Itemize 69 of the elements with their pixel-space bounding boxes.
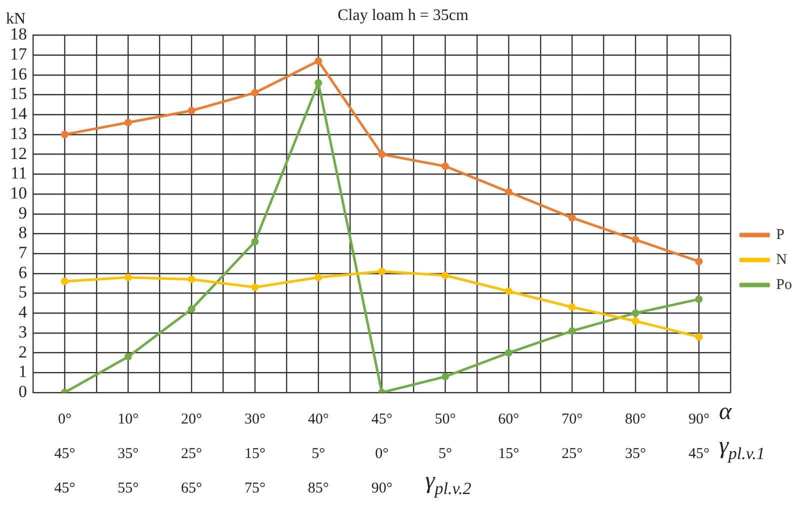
y-tick-label: 0 xyxy=(18,382,27,401)
y-tick-label: 12 xyxy=(10,144,27,163)
point xyxy=(251,238,259,246)
category-label: 90° 45° xyxy=(688,412,710,462)
chart-title: Clay loam h = 35cm xyxy=(338,6,469,24)
point xyxy=(695,258,703,266)
point xyxy=(314,274,322,282)
y-tick-label: 7 xyxy=(18,243,28,262)
category-label: 50° 5° xyxy=(434,412,456,462)
point xyxy=(188,305,196,313)
legend-label: P xyxy=(776,226,784,243)
point xyxy=(504,349,512,357)
y-tick-label: 9 xyxy=(18,203,27,222)
y-tick-label: 5 xyxy=(18,282,27,302)
point xyxy=(378,150,386,158)
point xyxy=(251,284,259,292)
text: γ$_{pl.v.1}$ xyxy=(718,433,765,464)
y-tick-label: 3 xyxy=(18,322,27,342)
y-tick-label: 13 xyxy=(10,124,27,143)
text: γ$_{pl.v.2}$ xyxy=(425,468,472,498)
point xyxy=(124,274,132,282)
y-tick-label: 14 xyxy=(10,104,28,124)
point xyxy=(442,372,450,380)
y-tick-label: 10 xyxy=(10,183,27,202)
point xyxy=(695,333,703,341)
y-tick-label: 17 xyxy=(10,44,28,64)
category-label: 0° 45° 45° xyxy=(54,412,76,497)
x-axis-title: α xyxy=(718,398,732,426)
category-label: 60° 15° xyxy=(498,412,520,462)
point xyxy=(568,327,576,335)
category-label: 70° 25° xyxy=(562,412,583,462)
point xyxy=(188,276,196,284)
point xyxy=(251,89,259,97)
legend-label: Po xyxy=(776,276,792,293)
point xyxy=(504,288,512,296)
category-label: 45° 0° 90° xyxy=(371,412,392,497)
legend-label: N xyxy=(776,252,788,268)
y-tick-label: 18 xyxy=(10,24,27,44)
category-label: 20° 25° 65° xyxy=(181,412,202,497)
point xyxy=(124,353,132,361)
y-tick-label: 4 xyxy=(18,302,28,322)
point xyxy=(695,295,703,303)
point xyxy=(632,317,640,325)
category-label: 10° 35° 55° xyxy=(118,412,139,497)
point xyxy=(378,268,386,276)
y-tick-label: 16 xyxy=(10,64,27,84)
y-tick-label: 1 xyxy=(18,362,27,382)
point xyxy=(504,188,512,196)
y-tick-label: 6 xyxy=(18,262,27,282)
point xyxy=(60,278,68,286)
y-tick-label: 2 xyxy=(18,342,27,362)
point xyxy=(568,303,576,311)
y-tick-label: 11 xyxy=(10,164,27,183)
category-label: 40° 5° 85° xyxy=(308,412,329,497)
y-tick-label: 15 xyxy=(10,84,27,104)
point xyxy=(60,130,68,138)
point xyxy=(188,106,196,114)
point xyxy=(314,79,322,87)
y-axis-title: kN xyxy=(6,10,26,28)
point xyxy=(632,236,640,244)
point xyxy=(442,162,450,170)
y-tick-label: 8 xyxy=(18,223,27,242)
point xyxy=(314,57,322,65)
point xyxy=(442,272,450,280)
category-label: 80° 35° xyxy=(625,412,646,462)
point xyxy=(124,118,132,126)
point xyxy=(568,214,576,222)
point xyxy=(632,309,640,317)
category-label: 30° 15° 75° xyxy=(244,412,266,497)
